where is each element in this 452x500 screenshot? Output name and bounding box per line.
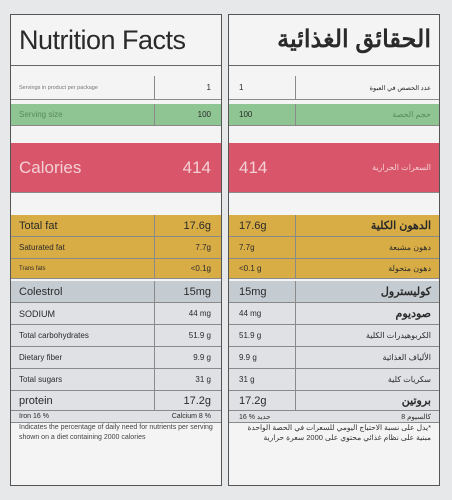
total-sugars-value: 31 g bbox=[195, 375, 211, 384]
ar-saturated-fat-row: دهون مشبعة 7.7g bbox=[229, 237, 439, 259]
protein-row: protein 17.2g bbox=[11, 391, 221, 411]
cholesterol-row: Colestrol 15mg bbox=[11, 281, 221, 303]
ar-servings-per-package-row: عدد الحصص في العبوة 1 bbox=[229, 76, 439, 100]
serving-size-value: 100 bbox=[197, 110, 211, 119]
english-title: Nutrition Facts bbox=[11, 15, 221, 66]
saturated-fat-row: Saturated fat 7.7g bbox=[11, 237, 221, 259]
saturated-fat-value: 7.7g bbox=[195, 243, 211, 252]
total-sugars-row: Total sugars 31 g bbox=[11, 369, 221, 391]
ar-sodium-row: صوديوم 44 mg bbox=[229, 303, 439, 325]
iron-label: Iron 16 % bbox=[19, 413, 49, 420]
calcium-label: Calcium 8 % bbox=[171, 413, 211, 420]
dietary-fiber-value: 9.9 g bbox=[193, 353, 211, 362]
ar-total-fat-row: الدهون الكلية 17.6g bbox=[229, 215, 439, 237]
ar-serving-size-value: 100 bbox=[239, 110, 253, 119]
serving-size-row: Serving size 100 bbox=[11, 104, 221, 126]
total-sugars-label: Total sugars bbox=[19, 375, 63, 384]
nutrition-facts-english-panel: Nutrition Facts Servings in product per … bbox=[10, 14, 222, 486]
ar-dietary-fiber-value: 9.9 g bbox=[239, 353, 257, 362]
sodium-label: SODIUM bbox=[19, 308, 55, 319]
ar-sodium-label: صوديوم bbox=[395, 308, 431, 320]
ar-serving-size-row: حجم الحصة 100 bbox=[229, 104, 439, 126]
ar-saturated-fat-label: دهون مشبعة bbox=[389, 243, 431, 252]
ar-protein-label: بروتين bbox=[401, 395, 431, 407]
ar-iron-label: 16 % حديد bbox=[239, 413, 271, 421]
total-fat-label: Total fat bbox=[19, 219, 58, 232]
ar-trans-fat-label: دهون متحولة bbox=[388, 264, 431, 273]
dietary-fiber-label: Dietary fiber bbox=[19, 353, 63, 362]
ar-serving-size-label: حجم الحصة bbox=[392, 110, 431, 119]
calories-row: Calories 414 bbox=[11, 143, 221, 193]
arabic-footnote: *يدل على نسبة الاحتياج اليومي للسعرات في… bbox=[247, 423, 431, 442]
calories-value: 414 bbox=[182, 157, 211, 177]
dietary-fiber-row: Dietary fiber 9.9 g bbox=[11, 347, 221, 369]
ar-saturated-fat-value: 7.7g bbox=[239, 243, 255, 252]
protein-label: protein bbox=[19, 394, 53, 407]
ar-calories-row: السعرات الحرارية 414 bbox=[229, 143, 439, 193]
ar-carbohydrates-row: الكربوهيدرات الكلية 51.9 g bbox=[229, 325, 439, 347]
ar-trans-fat-row: دهون متحولة <0.1 g bbox=[229, 259, 439, 279]
ar-carbohydrates-value: 51.9 g bbox=[239, 331, 262, 340]
total-fat-value: 17.6g bbox=[183, 219, 211, 232]
ar-calories-label: السعرات الحرارية bbox=[372, 163, 431, 172]
ar-calories-value: 414 bbox=[239, 157, 268, 177]
carbohydrates-value: 51.9 g bbox=[188, 331, 211, 340]
ar-trans-fat-value: <0.1 g bbox=[239, 264, 262, 273]
ar-dietary-fiber-row: الألياف الغذائية 9.9 g bbox=[229, 347, 439, 369]
ar-total-fat-value: 17.6g bbox=[239, 219, 267, 232]
trans-fat-value: <0.1g bbox=[190, 264, 211, 273]
ar-total-sugars-value: 31 g bbox=[239, 375, 255, 384]
protein-value: 17.2g bbox=[183, 394, 211, 407]
sodium-row: SODIUM 44 mg bbox=[11, 303, 221, 325]
servings-per-package-label: Servings in product per package bbox=[19, 84, 98, 91]
ar-sodium-value: 44 mg bbox=[239, 309, 262, 318]
ar-carbohydrates-label: الكربوهيدرات الكلية bbox=[366, 331, 431, 340]
serving-size-label: Serving size bbox=[19, 110, 63, 119]
ar-total-sugars-label: سكريات كلية bbox=[387, 375, 431, 384]
carbohydrates-row: Total carbohydrates 51.9 g bbox=[11, 325, 221, 347]
calories-label: Calories bbox=[19, 157, 82, 177]
ar-protein-row: بروتين 17.2g bbox=[229, 391, 439, 411]
trans-fat-label: Trans fats bbox=[19, 265, 46, 272]
ar-dietary-fiber-label: الألياف الغذائية bbox=[382, 353, 431, 362]
total-fat-row: Total fat 17.6g bbox=[11, 215, 221, 237]
cholesterol-label: Colestrol bbox=[19, 285, 63, 298]
saturated-fat-label: Saturated fat bbox=[19, 243, 65, 252]
nutrition-facts-arabic-panel: الحقائق الغذائية عدد الحصص في العبوة 1 ح… bbox=[228, 14, 440, 486]
trans-fat-row: Trans fats <0.1g bbox=[11, 259, 221, 279]
ar-minerals-row: كالسيوم 8 16 % حديد bbox=[229, 411, 439, 423]
servings-per-package-row: Servings in product per package 1 bbox=[11, 76, 221, 100]
servings-per-package-value: 1 bbox=[206, 83, 211, 92]
minerals-row: Iron 16 % Calcium 8 % bbox=[11, 411, 221, 423]
ar-calcium-label: كالسيوم 8 bbox=[401, 413, 431, 421]
cholesterol-value: 15mg bbox=[183, 285, 211, 298]
carbohydrates-label: Total carbohydrates bbox=[19, 331, 89, 340]
ar-total-sugars-row: سكريات كلية 31 g bbox=[229, 369, 439, 391]
ar-total-fat-label: الدهون الكلية bbox=[370, 220, 431, 232]
ar-servings-per-package-label: عدد الحصص في العبوة bbox=[369, 84, 431, 92]
sodium-value: 44 mg bbox=[188, 309, 211, 318]
ar-protein-value: 17.2g bbox=[239, 394, 267, 407]
ar-cholesterol-row: كوليسترول 15mg bbox=[229, 281, 439, 303]
arabic-title: الحقائق الغذائية bbox=[229, 15, 439, 66]
english-footnote: Indicates the percentage of daily need f… bbox=[19, 424, 213, 441]
ar-servings-per-package-value: 1 bbox=[239, 83, 244, 92]
ar-cholesterol-label: كوليسترول bbox=[380, 286, 431, 298]
ar-cholesterol-value: 15mg bbox=[239, 285, 267, 298]
